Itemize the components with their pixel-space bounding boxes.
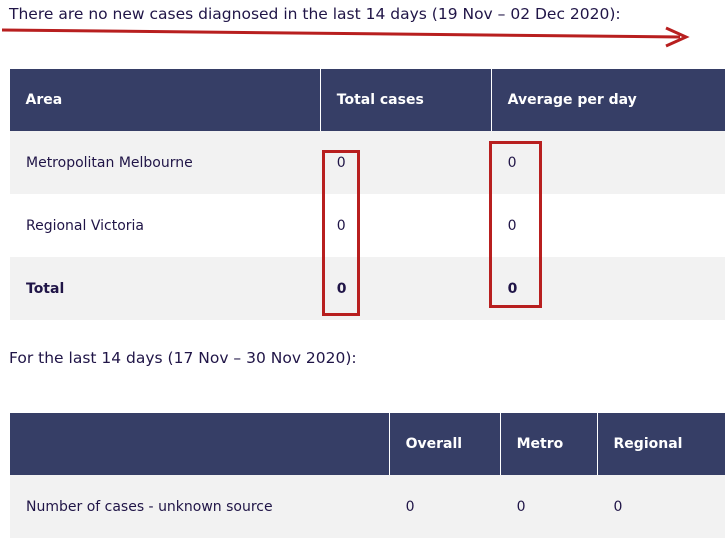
annotation-arrow	[1, 26, 690, 48]
cases-by-area-table: Area Total cases Average per day Metropo…	[9, 69, 725, 320]
header-total-cases: Total cases	[319, 69, 492, 131]
highlight-box-average-per-day	[489, 141, 542, 308]
total-cases-cell: 0	[320, 257, 492, 320]
header-overall: Overall	[388, 413, 501, 475]
regional-cell: 0	[597, 475, 725, 538]
section-subheading: For the last 14 days (17 Nov – 30 Nov 20…	[9, 349, 357, 367]
header-average-per-day: Average per day	[490, 69, 725, 131]
table-header-row: Overall Metro Regional	[9, 413, 725, 475]
table-header-row: Area Total cases Average per day	[9, 69, 725, 131]
header-regional: Regional	[596, 413, 725, 475]
total-cases-cell: 0	[320, 131, 492, 194]
table-row: Regional Victoria 0 0	[10, 194, 725, 257]
area-cell: Metropolitan Melbourne	[9, 131, 321, 194]
overall-cell: 0	[389, 475, 501, 538]
area-cell: Regional Victoria	[26, 217, 144, 234]
table-row: Number of cases - unknown source 0 0 0	[9, 475, 725, 538]
highlight-box-total-cases	[322, 150, 360, 316]
header-blank	[9, 413, 390, 475]
total-cases-cell: 0	[336, 217, 346, 234]
area-cell: Total	[9, 257, 321, 320]
average-per-day-cell: 0	[507, 217, 517, 234]
metro-cell: 0	[500, 475, 598, 538]
metric-cell: Number of cases - unknown source	[9, 475, 390, 538]
section-heading: There are no new cases diagnosed in the …	[9, 5, 621, 23]
table-total-row: Total 0 0	[9, 257, 725, 320]
table-row: Metropolitan Melbourne 0 0	[9, 131, 725, 194]
header-area: Area	[9, 69, 321, 131]
unknown-source-table: Overall Metro Regional Number of cases -…	[9, 413, 725, 538]
header-metro: Metro	[499, 413, 598, 475]
average-per-day-cell: 0	[491, 257, 725, 320]
